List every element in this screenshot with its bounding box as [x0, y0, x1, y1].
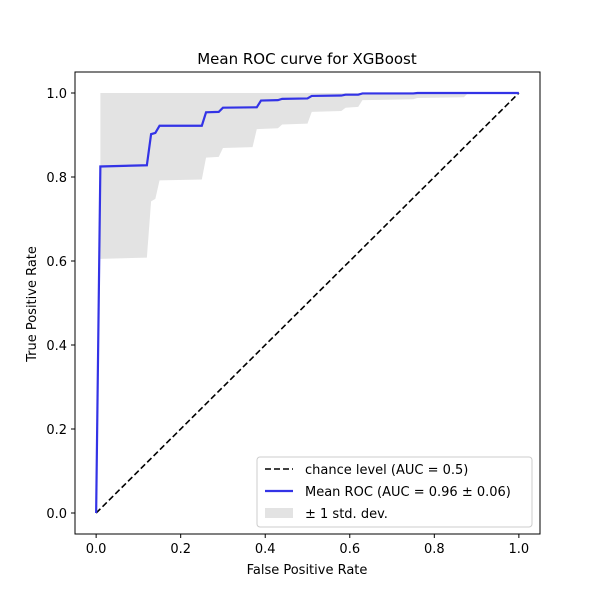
legend-entry-mean-roc: Mean ROC (AUC = 0.96 ± 0.06): [305, 485, 511, 500]
x-tick-label: 0.4: [255, 542, 276, 557]
y-tick-label: 0.8: [46, 171, 67, 186]
y-tick-label: 0.2: [46, 423, 67, 438]
mean-roc-line: [95, 91, 519, 514]
x-tick-label: 1.0: [509, 542, 530, 557]
legend-swatch-band: [265, 508, 293, 518]
x-tick-label: 0.2: [170, 542, 191, 557]
legend-entry-std-dev: ± 1 std. dev.: [305, 507, 388, 522]
std-dev-band: [100, 93, 519, 259]
legend: chance level (AUC = 0.5) Mean ROC (AUC = …: [256, 456, 533, 528]
x-tick-label: 0.0: [86, 542, 107, 557]
legend-box: [256, 456, 533, 528]
y-tick-label: 0.4: [46, 339, 67, 354]
x-tick-label: 0.8: [424, 542, 445, 557]
legend-entry-chance-level: chance level (AUC = 0.5): [305, 463, 468, 478]
plot-frame: [74, 71, 541, 535]
y-tick-label: 0.6: [46, 255, 67, 270]
y-axis-label: True Positive Rate: [25, 246, 40, 363]
y-tick-label: 0.0: [46, 507, 67, 522]
axes: 0.0 0.2 0.4 0.6 0.8 1.0 0.0 0.2 0.4 0.6 0.8 1.0: [46, 71, 541, 557]
plot-area: [95, 91, 520, 514]
chance-level-line: [95, 92, 520, 514]
x-axis-label: False Positive Rate: [247, 563, 368, 578]
x-tick-label: 0.6: [339, 542, 360, 557]
chart-title: Mean ROC curve for XGBoost: [197, 50, 417, 68]
y-tick-label: 1.0: [46, 87, 67, 102]
